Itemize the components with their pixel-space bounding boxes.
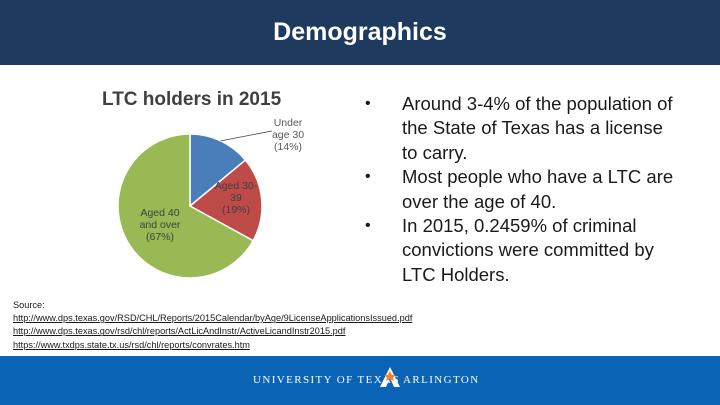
bullet-item: • In 2015, 0.2459% of criminal conviction… xyxy=(360,214,680,287)
bullet-item: • Most people who have a LTC are over the… xyxy=(360,165,680,214)
bullet-list: • Around 3-4% of the population of the St… xyxy=(360,92,680,287)
slice-label-line: and over xyxy=(140,219,181,231)
footer-bar xyxy=(0,356,720,405)
star-a-logo-icon xyxy=(380,367,400,387)
slice-label: Aged 30-39 (19%) xyxy=(215,180,258,216)
slice-label-line: Aged 30- xyxy=(215,180,258,192)
slice-label-line: age 30 xyxy=(272,129,304,141)
source-link[interactable]: http://www.dps.texas.gov/RSD/CHL/Reports… xyxy=(13,313,413,324)
source-link[interactable]: http://www.dps.texas.gov/rsd/chl/reports… xyxy=(13,326,346,337)
page-title: Demographics xyxy=(273,18,447,46)
footer-university-text: UNIVERSITY OF TEXAS xyxy=(253,374,400,386)
slice-label: Aged 40 and over (67%) xyxy=(140,207,181,243)
slice-label-line: Under xyxy=(274,117,303,129)
leader-line xyxy=(220,130,273,142)
slice-label-line: (67%) xyxy=(146,231,174,243)
bullet-item: • Around 3-4% of the population of the St… xyxy=(360,92,680,165)
bullet-text: In 2015, 0.2459% of criminal convictions… xyxy=(402,215,654,285)
sources-block: Source: http://www.dps.texas.gov/RSD/CHL… xyxy=(13,299,412,352)
slice-label-line: Aged 40 xyxy=(140,207,179,219)
bullet-dot-icon: • xyxy=(365,95,371,112)
bullet-text: Around 3-4% of the population of the Sta… xyxy=(402,93,673,163)
bullet-dot-icon: • xyxy=(365,217,371,235)
pie-slice xyxy=(117,133,255,279)
pie-slice xyxy=(189,133,247,208)
pie-slice xyxy=(188,159,263,242)
footer-campus-text: ARLINGTON xyxy=(403,374,480,386)
slice-label-line: (14%) xyxy=(274,141,302,153)
bullet-dot-icon: • xyxy=(365,168,371,186)
slice-label-line: 39 xyxy=(230,192,242,204)
source-link[interactable]: https://www.txdps.state.tx.us/rsd/chl/re… xyxy=(13,339,250,350)
sources-label: Source: xyxy=(13,300,45,310)
chart-title: LTC holders in 2015 xyxy=(102,89,282,110)
slice-label-line: (19%) xyxy=(222,204,250,216)
header-bar xyxy=(0,0,720,65)
slice-label: Under age 30 (14%) xyxy=(272,117,304,153)
bullet-text: Most people who have a LTC are over the … xyxy=(402,166,674,212)
